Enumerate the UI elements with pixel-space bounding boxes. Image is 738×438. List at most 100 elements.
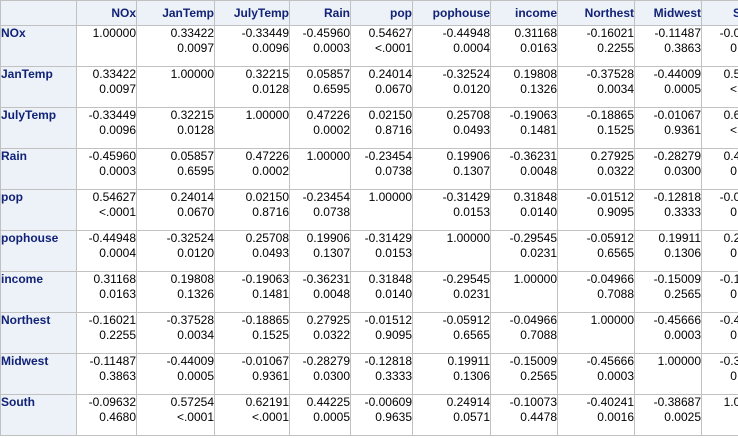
matrix-cell: 1.00000 xyxy=(289,148,351,190)
correlation-coefficient: -0.44009 xyxy=(653,67,701,82)
p-value: 0.4680 xyxy=(730,41,738,55)
p-value: 0.0128 xyxy=(177,123,214,137)
correlation-coefficient: -0.19063 xyxy=(509,108,557,123)
row-header: JanTemp xyxy=(0,66,77,108)
p-value: 0.1306 xyxy=(664,246,701,260)
matrix-cell: -0.18865 0.1525 xyxy=(557,107,635,149)
matrix-cell: -0.15009 0.2565 xyxy=(634,271,702,313)
correlation-coefficient: -0.01067 xyxy=(653,108,701,123)
matrix-cell: 0.05857 0.6595 xyxy=(136,148,215,190)
matrix-cell: 0.05857 0.6595 xyxy=(289,66,351,108)
p-value: 0.0048 xyxy=(520,164,557,178)
matrix-cell: 0.27925 0.0322 xyxy=(557,148,635,190)
correlation-coefficient: -0.18865 xyxy=(241,313,289,328)
p-value: 0.0738 xyxy=(375,164,412,178)
correlation-coefficient: -0.45666 xyxy=(586,354,634,369)
matrix-cell: -0.45666 0.0003 xyxy=(634,312,702,354)
p-value: 0.0016 xyxy=(730,328,738,342)
correlation-coefficient: 0.44225 xyxy=(723,149,738,164)
p-value: 0.0153 xyxy=(375,246,412,260)
correlation-coefficient: -0.28279 xyxy=(653,149,701,164)
matrix-cell: -0.28279 0.0300 xyxy=(634,148,702,190)
correlation-coefficient: 0.31168 xyxy=(93,272,136,287)
corner-cell xyxy=(0,0,77,26)
matrix-cell: 1.00000 xyxy=(76,25,137,67)
correlation-coefficient: 0.32215 xyxy=(245,67,289,82)
matrix-cell: -0.05912 0.6565 xyxy=(557,230,635,272)
matrix-cell: 0.02150 0.8716 xyxy=(350,107,413,149)
correlation-coefficient: -0.36231 xyxy=(302,272,350,287)
matrix-cell: 0.19808 0.1326 xyxy=(490,66,558,108)
matrix-cell: 0.31848 0.0140 xyxy=(490,189,558,231)
correlation-coefficient: 1.00000 xyxy=(170,67,214,82)
matrix-cell: -0.31429 0.0153 xyxy=(350,230,413,272)
correlation-coefficient: -0.12818 xyxy=(653,190,701,205)
matrix-cell: -0.12818 0.3333 xyxy=(350,353,413,395)
p-value: 0.0493 xyxy=(252,246,289,260)
correlation-coefficient: -0.01512 xyxy=(364,313,412,328)
matrix-cell: 1.00000 xyxy=(701,394,738,436)
matrix-cell: -0.44009 0.0005 xyxy=(136,353,215,395)
correlation-coefficient: 0.62191 xyxy=(245,395,289,410)
p-value: 0.1307 xyxy=(313,246,350,260)
p-value: 0.1307 xyxy=(453,164,490,178)
table-row: JulyTemp -0.33449 0.0096 0.32215 0.0128 1.000… xyxy=(0,107,738,149)
p-value: 0.0120 xyxy=(453,82,490,96)
matrix-cell: 1.00000 xyxy=(412,230,491,272)
matrix-cell: -0.29545 0.0231 xyxy=(412,271,491,313)
p-value: 0.0231 xyxy=(453,287,490,301)
correlation-coefficient: 0.19906 xyxy=(306,231,350,246)
correlation-coefficient: 0.47226 xyxy=(245,149,289,164)
p-value: 0.0571 xyxy=(730,246,738,260)
p-value: 0.2565 xyxy=(520,369,557,383)
p-value: 0.0163 xyxy=(520,41,557,55)
p-value: 0.0003 xyxy=(664,328,701,342)
column-header: Midwest xyxy=(634,0,702,26)
p-value: 0.0300 xyxy=(313,369,350,383)
p-value: 0.0120 xyxy=(177,246,214,260)
correlation-coefficient: -0.10073 xyxy=(719,272,738,287)
correlation-coefficient: -0.45960 xyxy=(88,149,136,164)
correlation-coefficient: -0.29545 xyxy=(509,231,557,246)
correlation-coefficient: -0.31429 xyxy=(442,190,490,205)
row-header: JulyTemp xyxy=(0,107,77,149)
matrix-cell: -0.19063 0.1481 xyxy=(214,271,290,313)
column-header: JulyTemp xyxy=(214,0,290,26)
correlation-coefficient: 0.24014 xyxy=(170,190,214,205)
table-row: South -0.09632 0.4680 0.57254 <.0001 0.62191 <… xyxy=(0,394,738,436)
correlation-coefficient: -0.15009 xyxy=(509,354,557,369)
table-row: Northest -0.16021 0.2255 -0.37528 0.0034 -0.1… xyxy=(0,312,738,354)
correlation-coefficient: 0.27925 xyxy=(590,149,634,164)
correlation-coefficient: 0.19808 xyxy=(170,272,214,287)
p-value: 0.4478 xyxy=(730,287,738,301)
correlation-coefficient: -0.01067 xyxy=(241,354,289,369)
correlation-coefficient: -0.16021 xyxy=(88,313,136,328)
column-header: NOx xyxy=(76,0,137,26)
matrix-cell: 1.00000 xyxy=(214,107,290,149)
matrix-cell: 1.00000 xyxy=(350,189,413,231)
p-value: 0.0738 xyxy=(313,205,350,219)
p-value: 0.3863 xyxy=(664,41,701,55)
matrix-cell: -0.37528 0.0034 xyxy=(557,66,635,108)
matrix-cell: 0.54627 <.0001 xyxy=(350,25,413,67)
row-header: Northest xyxy=(0,312,77,354)
correlation-coefficient: 1.00000 xyxy=(513,272,557,287)
p-value: 0.6565 xyxy=(453,328,490,342)
correlation-coefficient: -0.38687 xyxy=(719,354,738,369)
correlation-coefficient: -0.37528 xyxy=(166,313,214,328)
p-value: 0.0322 xyxy=(313,328,350,342)
p-value: 0.9635 xyxy=(730,205,738,219)
correlation-coefficient: 1.00000 xyxy=(723,395,738,410)
matrix-cell: 0.47226 0.0002 xyxy=(214,148,290,190)
p-value: 0.0034 xyxy=(597,82,634,96)
correlation-coefficient: 0.25708 xyxy=(446,108,490,123)
table-row: pophouse -0.44948 0.0004 -0.32524 0.0120 0.25… xyxy=(0,230,738,272)
correlation-coefficient: 0.02150 xyxy=(368,108,412,123)
matrix-cell: 0.02150 0.8716 xyxy=(214,189,290,231)
p-value: 0.9361 xyxy=(664,123,701,137)
p-value: 0.1306 xyxy=(453,369,490,383)
correlation-coefficient: -0.23454 xyxy=(302,190,350,205)
